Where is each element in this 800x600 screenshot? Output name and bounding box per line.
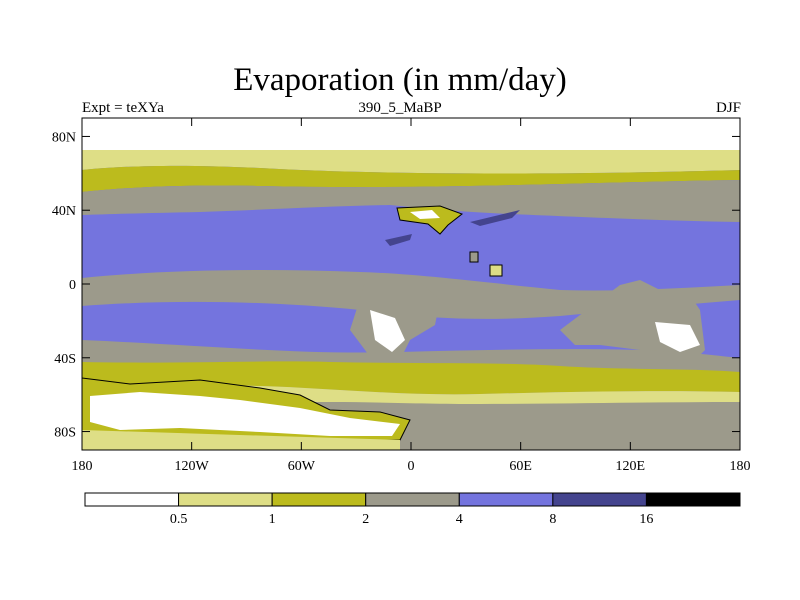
lon-tick-label: 120W xyxy=(175,459,210,474)
map-title: Evaporation (in mm/day) xyxy=(233,62,567,98)
season-label: DJF xyxy=(715,100,741,116)
colorbar-label: 16 xyxy=(639,512,653,527)
lon-tick-label: 60E xyxy=(509,459,532,474)
lat-tick-label: 80N xyxy=(52,130,76,145)
land-east-dry xyxy=(655,322,700,352)
lat-tick-label: 40N xyxy=(52,204,76,219)
band-antarctic-edge xyxy=(82,430,400,450)
colorbar-label: 0.5 xyxy=(170,512,188,527)
colorbar-swatch xyxy=(552,492,647,507)
lat-tick-label: 80S xyxy=(54,426,76,441)
band-north-gray xyxy=(82,180,740,222)
colorbar-swatch xyxy=(365,492,460,507)
land-sa-dry xyxy=(370,310,405,352)
lat-tick-label: 0 xyxy=(69,278,76,293)
lat-tick-label: 40S xyxy=(54,352,76,367)
colorbar: 0.5 1 2 4 8 16 xyxy=(84,492,741,527)
time-label: 390_5_MaBP xyxy=(358,100,442,116)
colorbar-label: 1 xyxy=(269,512,276,527)
land-antarctic-dry xyxy=(90,392,400,436)
land-small-island xyxy=(489,264,503,277)
longitude-axis: 180 120W 60W 0 60E 120E 180 xyxy=(72,118,751,474)
band-north-light xyxy=(82,150,740,174)
evaporation-field xyxy=(82,118,740,450)
colorbar-label: 4 xyxy=(456,512,463,527)
band-high-evap-small xyxy=(385,234,412,246)
land-north-island-dry xyxy=(410,210,440,219)
colorbar-swatch xyxy=(178,492,273,507)
colorbar-swatch xyxy=(84,492,180,507)
band-south-olive xyxy=(82,361,740,395)
lon-tick-label: 0 xyxy=(408,459,415,474)
colorbar-swatch xyxy=(458,492,554,507)
lon-tick-label: 120E xyxy=(616,459,646,474)
latitude-axis: 80N 40N 0 40S 80S xyxy=(52,130,740,441)
colorbar-swatch xyxy=(271,492,367,507)
land-small-island-2 xyxy=(469,251,479,263)
colorbar-label: 2 xyxy=(362,512,369,527)
lon-tick-label: 180 xyxy=(72,459,93,474)
band-north-olive xyxy=(82,165,740,192)
lon-tick-label: 60W xyxy=(288,459,316,474)
colorbar-label: 8 xyxy=(549,512,556,527)
lon-tick-label: 180 xyxy=(730,459,751,474)
experiment-label: Expt = teXYa xyxy=(82,100,164,116)
band-high-evap xyxy=(470,210,520,226)
colorbar-swatch xyxy=(645,492,741,507)
